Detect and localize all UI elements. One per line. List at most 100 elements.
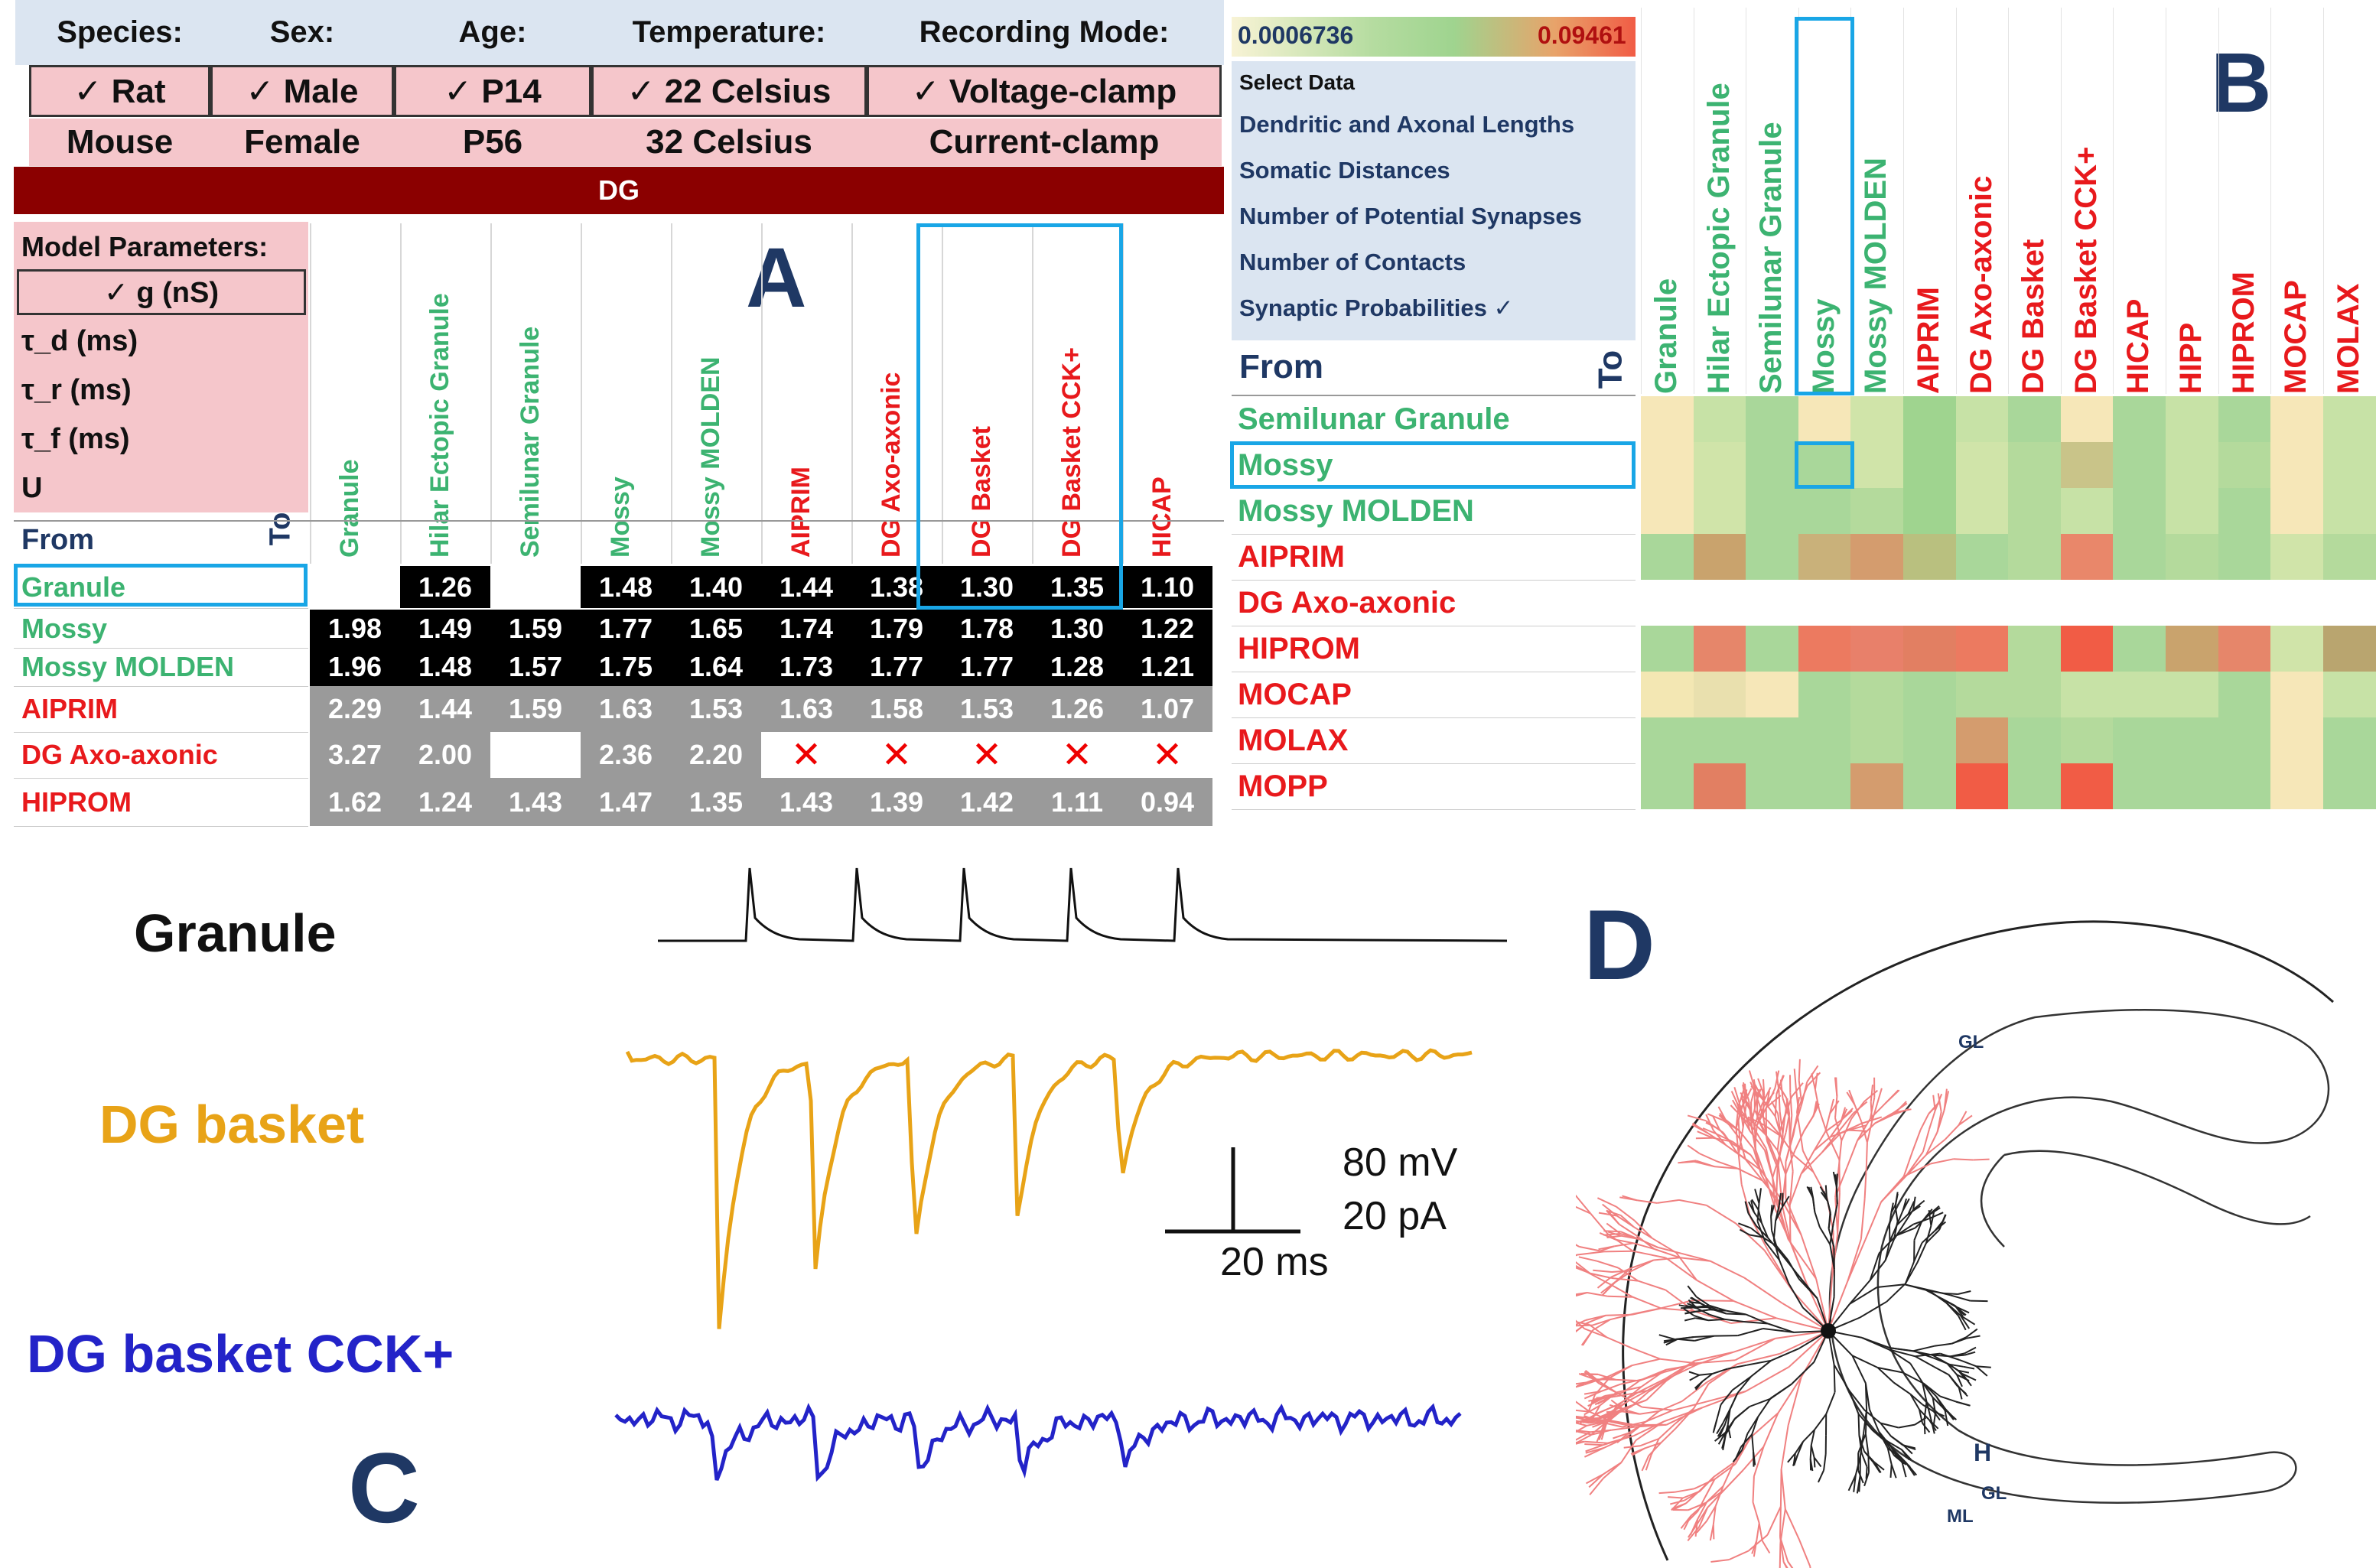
heatmap-cell[interactable]	[2060, 672, 2114, 717]
heatmap-cell[interactable]	[1955, 672, 2009, 717]
parameter-item[interactable]: ✓ g (nS)	[17, 269, 306, 315]
value-cell[interactable]: 1.78	[942, 610, 1032, 648]
row-label[interactable]: Mossy	[21, 613, 108, 644]
heatmap-cell[interactable]	[2166, 488, 2219, 534]
heatmap-cell[interactable]	[2166, 396, 2219, 442]
heatmap-row-label[interactable]: HIPROM	[1238, 631, 1360, 665]
heatmap-cell[interactable]	[1641, 672, 1694, 717]
menu-item[interactable]: Number of Potential Synapses	[1239, 203, 1582, 229]
value-cell[interactable]: 1.77	[851, 648, 942, 686]
heatmap-cell[interactable]	[1746, 442, 1799, 488]
heatmap-cell[interactable]	[2113, 488, 2166, 534]
heatmap-cell[interactable]	[2008, 717, 2062, 763]
heatmap-cell[interactable]	[1641, 534, 1694, 580]
heatmap-cell[interactable]	[2218, 442, 2271, 488]
heatmap-cell[interactable]	[1798, 717, 1851, 763]
criteria-selected[interactable]: ✓ Voltage-clamp	[867, 65, 1222, 117]
value-cell[interactable]: 1.40	[671, 566, 761, 608]
heatmap-cell[interactable]	[2008, 672, 2062, 717]
heatmap-cell[interactable]	[2218, 534, 2271, 580]
heatmap-cell[interactable]	[1641, 580, 1694, 626]
value-cell[interactable]: 1.75	[581, 648, 671, 686]
heatmap-cell[interactable]	[1955, 763, 2009, 809]
value-cell[interactable]: 1.73	[761, 648, 851, 686]
heatmap-cell[interactable]	[2322, 672, 2376, 717]
value-cell[interactable]: 1.77	[942, 648, 1032, 686]
heatmap-cell[interactable]	[1641, 717, 1694, 763]
value-cell[interactable]: 1.26	[400, 566, 490, 608]
heatmap-cell[interactable]	[2060, 763, 2114, 809]
heatmap-cell[interactable]	[1798, 488, 1851, 534]
heatmap-cell[interactable]	[2322, 442, 2376, 488]
heatmap-cell[interactable]	[1903, 580, 1957, 626]
heatmap-row-label[interactable]: AIPRIM	[1238, 539, 1345, 574]
value-cell[interactable]: 1.11	[1032, 778, 1122, 826]
heatmap-cell[interactable]	[1955, 717, 2009, 763]
heatmap-cell[interactable]	[1850, 580, 1904, 626]
heatmap-cell[interactable]	[1693, 488, 1746, 534]
heatmap-cell[interactable]	[1850, 396, 1904, 442]
parameter-item[interactable]: τ_f (ms)	[21, 422, 130, 455]
heatmap-cell[interactable]	[1903, 717, 1957, 763]
heatmap-cell[interactable]	[2008, 442, 2062, 488]
row-label[interactable]: Mossy MOLDEN	[21, 651, 235, 682]
value-cell[interactable]: 2.36	[581, 732, 671, 778]
heatmap-cell[interactable]	[2166, 580, 2219, 626]
heatmap-cell[interactable]	[2322, 488, 2376, 534]
heatmap-cell[interactable]	[1641, 488, 1694, 534]
heatmap-cell[interactable]	[2166, 763, 2219, 809]
heatmap-cell[interactable]	[1955, 626, 2009, 672]
value-cell[interactable]: 1.35	[671, 778, 761, 826]
heatmap-cell[interactable]	[1746, 626, 1799, 672]
value-cell[interactable]: 1.07	[1122, 686, 1212, 732]
heatmap-cell[interactable]	[1903, 672, 1957, 717]
value-cell[interactable]: 1.74	[761, 610, 851, 648]
value-cell[interactable]: 1.98	[310, 610, 400, 648]
heatmap-row-label[interactable]: DG Axo-axonic	[1238, 585, 1457, 620]
value-cell[interactable]: 1.53	[942, 686, 1032, 732]
heatmap-cell[interactable]	[1693, 442, 1746, 488]
heatmap-cell[interactable]	[2322, 626, 2376, 672]
value-cell[interactable]: ✕	[761, 732, 851, 778]
criteria-option[interactable]: P56	[394, 119, 591, 166]
heatmap-cell[interactable]	[1955, 488, 2009, 534]
heatmap-cell[interactable]	[2008, 626, 2062, 672]
value-cell[interactable]: 1.48	[581, 566, 671, 608]
heatmap-cell[interactable]	[1798, 442, 1851, 488]
heatmap-cell[interactable]	[2060, 442, 2114, 488]
value-cell[interactable]: ✕	[1122, 732, 1212, 778]
criteria-option[interactable]: Current-clamp	[867, 119, 1222, 166]
value-cell[interactable]: 1.24	[400, 778, 490, 826]
heatmap-cell[interactable]	[1641, 396, 1694, 442]
heatmap-cell[interactable]	[1955, 580, 2009, 626]
value-cell[interactable]: 1.48	[400, 648, 490, 686]
value-cell[interactable]	[310, 566, 400, 608]
heatmap-cell[interactable]	[2113, 396, 2166, 442]
value-cell[interactable]: 1.63	[581, 686, 671, 732]
value-cell[interactable]: 1.79	[851, 610, 942, 648]
heatmap-cell[interactable]	[2113, 672, 2166, 717]
row-label[interactable]: Granule	[21, 571, 126, 603]
value-cell[interactable]: 1.77	[581, 610, 671, 648]
heatmap-cell[interactable]	[1641, 763, 1694, 809]
value-cell[interactable]: 1.26	[1032, 686, 1122, 732]
heatmap-cell[interactable]	[2060, 580, 2114, 626]
criteria-selected[interactable]: ✓ Male	[210, 65, 394, 117]
heatmap-cell[interactable]	[1955, 442, 2009, 488]
heatmap-cell[interactable]	[2060, 717, 2114, 763]
criteria-option[interactable]: Mouse	[29, 119, 210, 166]
heatmap-cell[interactable]	[2322, 534, 2376, 580]
heatmap-cell[interactable]	[2218, 717, 2271, 763]
heatmap-cell[interactable]	[2270, 442, 2324, 488]
criteria-selected[interactable]: ✓ P14	[394, 65, 591, 117]
heatmap-row-label[interactable]: Mossy MOLDEN	[1238, 493, 1474, 528]
heatmap-cell[interactable]	[1693, 626, 1746, 672]
heatmap-cell[interactable]	[2218, 672, 2271, 717]
value-cell[interactable]: 1.53	[671, 686, 761, 732]
value-cell[interactable]: 1.38	[851, 566, 942, 608]
heatmap-cell[interactable]	[2322, 717, 2376, 763]
heatmap-row-label[interactable]: MOLAX	[1238, 723, 1349, 757]
value-cell[interactable]: 1.62	[310, 778, 400, 826]
heatmap-cell[interactable]	[1850, 763, 1904, 809]
heatmap-cell[interactable]	[1746, 580, 1799, 626]
